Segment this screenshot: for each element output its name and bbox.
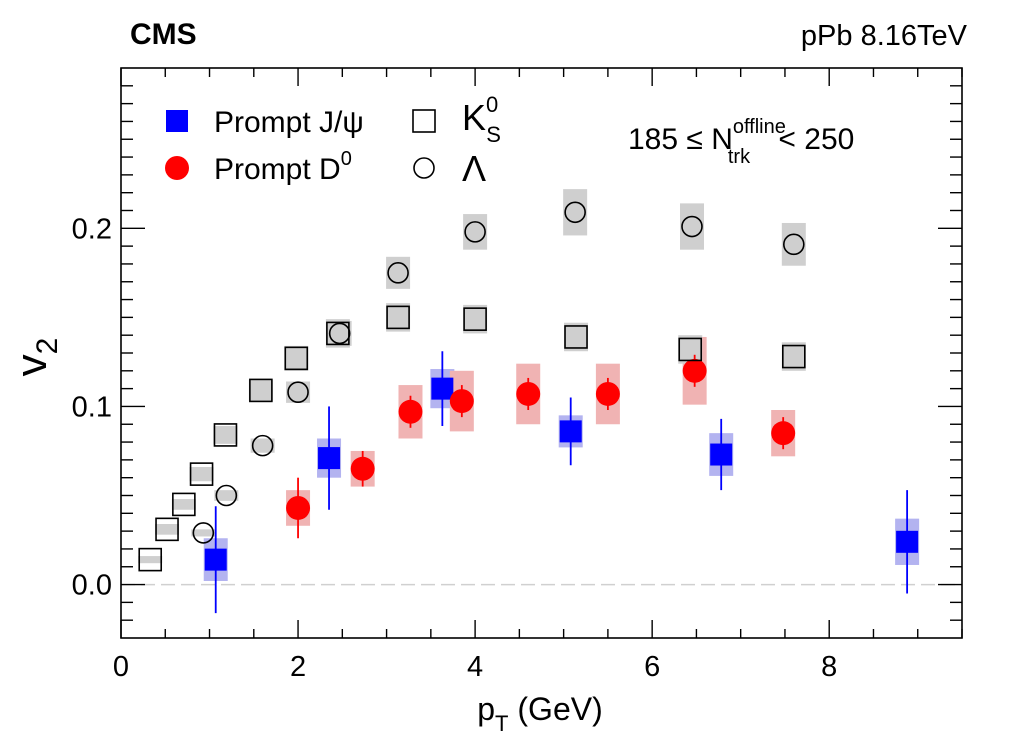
ks-point-8 [386, 305, 410, 330]
d0-point-5 [595, 381, 620, 406]
lambda-point-8 [681, 215, 703, 238]
ks-syst-box-8 [386, 303, 411, 332]
jpsi-point-2 [431, 377, 454, 400]
ks-syst-box-11 [678, 335, 703, 364]
d0-point-4 [516, 381, 541, 406]
lambda-syst-box-0 [191, 529, 216, 537]
ks-syst-box-10 [564, 322, 589, 352]
lambda-syst-box-3 [286, 381, 311, 403]
lambda-point-7 [564, 201, 586, 224]
legend-marker-lambda [413, 157, 435, 179]
ks-point-2 [172, 492, 196, 517]
ks-point-6 [284, 346, 309, 371]
x-tick-label: 0 [113, 651, 129, 683]
legend-marker-ks [412, 109, 436, 133]
legend-label-lambda: Λ [462, 148, 486, 189]
ks-syst-box-9 [463, 304, 488, 334]
jpsi-point-5 [896, 530, 919, 553]
lambda-point-2 [251, 434, 274, 457]
lambda-syst-box-1 [214, 490, 239, 501]
lambda-point-1 [215, 484, 238, 507]
ks-point-5 [249, 378, 273, 403]
axis-labels: 0 2 4 6 8 0.0 0.1 0.2 pT (GeV) v2 [7, 213, 837, 736]
lambda-point-0 [192, 522, 215, 544]
d0-point-2 [398, 399, 423, 424]
ks-syst-box-2 [171, 499, 196, 510]
y-axis-title: v2 [7, 338, 64, 377]
ks-point-9 [463, 307, 487, 331]
ks-point-0 [138, 547, 163, 572]
d0-point-3 [449, 389, 474, 414]
ks-point-10 [564, 325, 588, 349]
lambda-syst-box-6 [463, 214, 488, 250]
x-tick-label: 4 [467, 651, 483, 683]
x-tick-label: 6 [644, 651, 660, 683]
ks-syst-box-12 [781, 342, 806, 371]
lambda-syst-box-8 [679, 203, 704, 250]
legend-marker-d0 [165, 156, 189, 180]
ks-syst-box-5 [248, 379, 273, 402]
lambda-syst-box-4 [327, 320, 352, 346]
axis-ticks [120, 68, 963, 638]
x-tick-label: 8 [821, 651, 837, 683]
lambda-point-9 [782, 233, 805, 256]
lambda-syst-box-2 [250, 438, 275, 453]
jpsi-point-4 [710, 443, 733, 466]
ks-syst-box-1 [155, 524, 180, 535]
ks-point-3 [189, 462, 214, 486]
ks-syst-box-6 [284, 345, 309, 371]
legend: Prompt J/ψ Prompt D0 K0 SΛ [165, 92, 501, 189]
d0-point-0 [286, 495, 311, 520]
multiplicity-annotation: 185 ≤ Noffline trk < 250 [628, 116, 854, 168]
data-markers [138, 201, 919, 572]
lambda-syst-box-9 [781, 222, 806, 266]
jpsi-point-3 [559, 420, 582, 443]
ks-point-4 [213, 423, 238, 447]
statistical-error-bars [214, 351, 909, 614]
ks-point-1 [155, 517, 179, 542]
lambda-syst-box-5 [386, 256, 411, 289]
d0-point-1 [350, 456, 375, 481]
ks-point-12 [781, 344, 806, 369]
ks-syst-box-3 [189, 467, 214, 482]
collision-system-label: pPb 8.16TeV [800, 20, 967, 52]
lambda-point-5 [387, 262, 409, 284]
d0-point-6 [682, 358, 707, 383]
lambda-point-4 [328, 322, 351, 345]
legend-label-jpsi: Prompt J/ψ [214, 106, 364, 139]
ks-syst-box-0 [138, 556, 163, 564]
x-tick-label: 2 [290, 651, 306, 683]
lambda-point-6 [464, 221, 486, 243]
experiment-label: CMS [130, 18, 197, 51]
legend-marker-jpsi [166, 110, 188, 132]
jpsi-point-0 [204, 548, 227, 571]
lambda-point-3 [287, 381, 309, 403]
jpsi-point-1 [318, 447, 341, 470]
d0-point-7 [771, 421, 796, 446]
y-tick-label: 0.2 [72, 213, 112, 245]
y-tick-label: 0.1 [72, 391, 112, 423]
legend-label-ks: K0 S [462, 92, 501, 147]
legend-label-d0: Prompt D0 [214, 148, 352, 186]
multiplicity-range-label: 185 ≤ Noffline trk < 250 [628, 116, 854, 168]
ks-syst-box-4 [213, 426, 238, 444]
lambda-syst-box-7 [563, 189, 588, 236]
ks-point-11 [678, 337, 703, 362]
y-tick-label: 0.0 [72, 570, 112, 602]
x-axis-title: pT (GeV) [477, 691, 602, 736]
